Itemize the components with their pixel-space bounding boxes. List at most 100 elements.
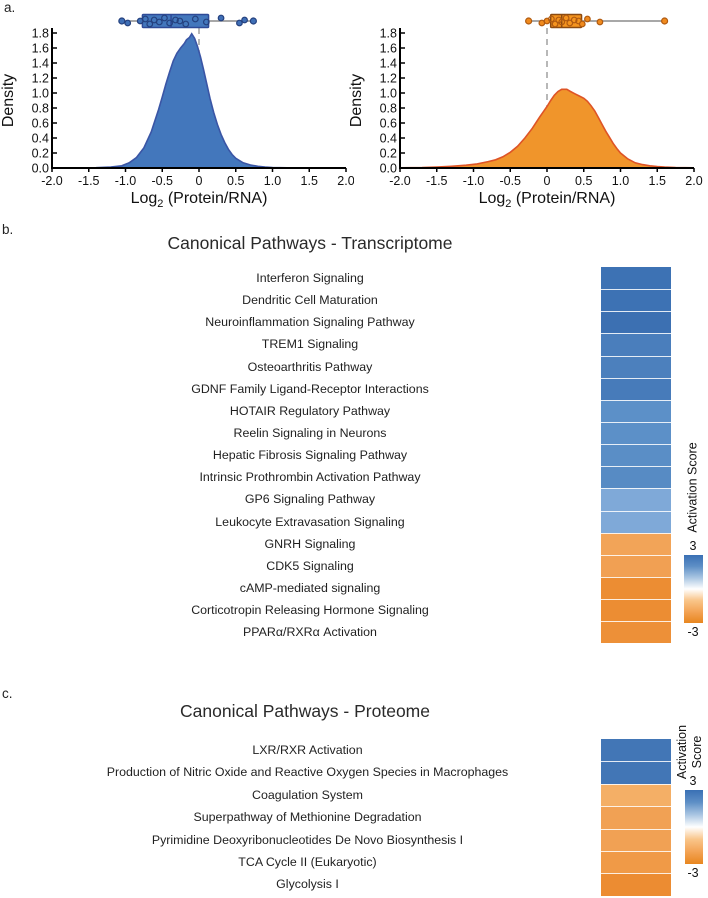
panel-label-a: a. (4, 0, 16, 15)
density-area (400, 89, 694, 168)
panel-label-b: b. (2, 222, 14, 237)
heatmap-proteome (601, 739, 671, 896)
heatmap-transcriptome (601, 267, 671, 644)
pathway-label: Interferon Signaling (256, 271, 364, 285)
pathway-label: Intrinsic Prothrombin Activation Pathway (199, 470, 421, 485)
x-tick-label: -1.0 (463, 174, 485, 188)
pathway-label: TCA Cycle II (Eukaryotic) (238, 854, 377, 869)
heatmap-cell (601, 783, 671, 807)
y-tick-label: 0.6 (32, 117, 49, 131)
heatmap-cell (601, 289, 671, 312)
heatmap-cell (601, 377, 671, 400)
pathway-label: Dendritic Cell Maturation (242, 293, 378, 308)
pathway-label: TREM1 Signaling (261, 337, 359, 352)
pathway-label: Production of Nitric Oxide and Reactive … (106, 765, 509, 780)
x-tick-label: 0.5 (227, 174, 244, 188)
heatmap-cell (601, 532, 671, 555)
boxplot-point (182, 20, 190, 28)
x-tick-label: 1.0 (264, 174, 281, 188)
x-axis-title: Log2 (Protein/RNA) (131, 190, 268, 210)
heatmap-cell (601, 599, 671, 622)
pathway-label: GP6 Signaling Pathway (244, 492, 376, 507)
x-tick-label: -2.0 (389, 174, 411, 188)
x-tick-label: 1.0 (612, 174, 629, 188)
pathway-label: CDK5 Signaling (266, 558, 354, 573)
x-tick-label: 0 (196, 174, 203, 188)
boxplot-point (566, 19, 574, 27)
y-tick-label: 1.4 (32, 57, 49, 71)
legend-colorbar-b (684, 555, 703, 623)
x-tick-label: -1.5 (426, 174, 448, 188)
x-tick-label: 2.0 (337, 174, 354, 188)
pathway-label: Neuroinflammation Signaling Pathway (205, 315, 415, 330)
boxplot-point (558, 18, 566, 26)
density-plot-transcriptome: 0.00.20.40.60.81.01.21.41.61.8-2.0 -1.5 -1… (0, 13, 354, 210)
pathway-label: Glycolysis I (276, 877, 339, 892)
boxplot-point (596, 18, 604, 26)
pathway-label: Leukocyte Extravasation Signaling (215, 514, 405, 529)
boxplot-point (146, 20, 154, 28)
panel-b-title: Canonical Pathways - Transcriptome (167, 233, 453, 253)
panel-label-c: c. (2, 686, 13, 701)
pathway-label: GDNF Family Ligand-Receptor Interactions (191, 381, 429, 396)
boxplot-point (161, 14, 168, 22)
boxplot-point (548, 15, 555, 23)
pathway-label: GNRH Signaling (264, 536, 356, 551)
pathway-list-transcriptome: Interferon Signaling Dendritic Cell Matur… (60, 267, 560, 643)
y-tick-label: 0.8 (380, 102, 397, 116)
heatmap-cell (601, 488, 671, 511)
y-tick-label: 1.6 (32, 42, 49, 56)
x-tick-label: 2.0 (685, 174, 702, 188)
legend-min-c: -3 (687, 866, 699, 880)
boxplot-point (551, 20, 559, 28)
panel-c-title: Canonical Pathways - Proteome (180, 701, 430, 721)
boxplot-point (118, 17, 126, 25)
boxplot-point (124, 19, 132, 27)
legend-title-b: Activation Score (685, 442, 700, 533)
heatmap-cell (601, 510, 671, 533)
heatmap-cell (601, 311, 671, 334)
y-tick-label: 1.0 (380, 87, 397, 101)
y-tick-label: 0.2 (380, 147, 397, 161)
density-area (52, 33, 346, 168)
y-tick-label: 1.8 (380, 27, 397, 41)
boxplot-point (578, 20, 586, 28)
y-tick-label: 0.4 (32, 132, 49, 146)
x-tick-label: -0.5 (151, 174, 173, 188)
heatmap-cell (601, 621, 671, 644)
boxplot-point (570, 16, 578, 24)
heatmap-cell (601, 873, 671, 896)
y-tick-label: 0.0 (380, 162, 397, 176)
y-tick-label: 1.6 (380, 42, 397, 56)
y-tick-label: 0.2 (32, 147, 49, 161)
x-tick-label: 0.5 (575, 174, 592, 188)
heatmap-cell (601, 554, 671, 577)
pathway-label: cAMP-mediated signaling (239, 580, 381, 595)
boxplot-point (166, 19, 174, 27)
y-tick-label: 0.6 (380, 117, 397, 131)
x-tick-label: 1.5 (301, 174, 318, 188)
legend-max-c: 3 (689, 774, 697, 788)
y-tick-label: 1.2 (380, 72, 397, 86)
density-outline (51, 32, 347, 169)
density-plot-proteome: 0.00.20.40.60.81.01.21.41.61.8-2.0 -1.5 -1… (348, 13, 703, 210)
y-axis-title: Density (348, 74, 365, 127)
pathway-label: Corticotropin Releasing Hormone Signalin… (191, 603, 429, 618)
pathway-label: PPARα/RXRα Activation (243, 625, 377, 640)
y-tick-label: 1.8 (32, 27, 49, 41)
pathway-label: Osteoarthritis Pathway (247, 359, 373, 374)
pathway-label: HOTAIR Regulatory Pathway (229, 403, 391, 418)
heatmap-cell (601, 333, 671, 356)
boxplot-point (155, 18, 163, 26)
legend-max-b: 3 (689, 539, 697, 553)
boxplot-point (191, 15, 199, 23)
pathway-label: Pyrimidine Deoxyribonucleotides De Novo … (151, 832, 464, 847)
heatmap-cell (601, 267, 671, 290)
heatmap-cell (601, 576, 671, 600)
boxplot-point (249, 17, 257, 25)
x-tick-label: -0.5 (499, 174, 521, 188)
x-tick-label: -2.0 (41, 174, 63, 188)
boxplot-point (241, 16, 248, 24)
heatmap-cell (601, 761, 671, 784)
